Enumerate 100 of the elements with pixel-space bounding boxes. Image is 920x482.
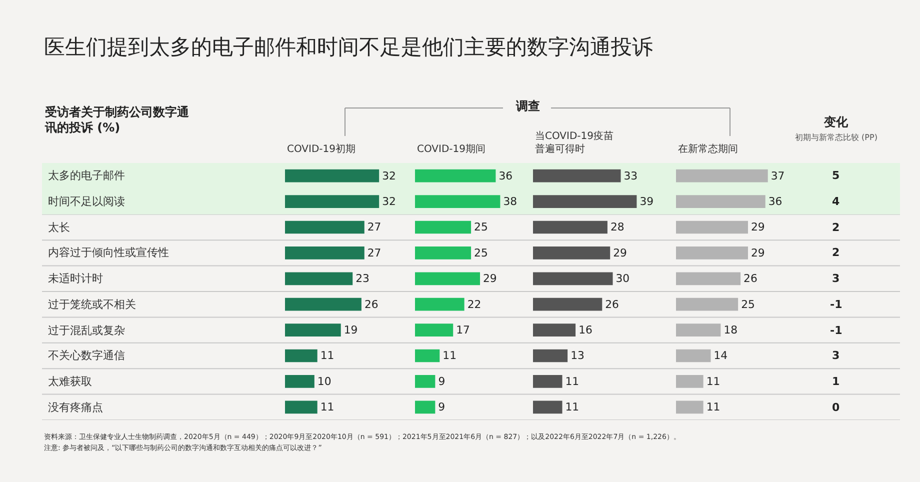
data-label: 30 (616, 272, 630, 286)
bar (533, 246, 610, 260)
bar (533, 220, 608, 234)
y-tick-label: 过于混乱或复杂 (48, 324, 125, 337)
data-label: 5 (832, 169, 840, 182)
bar (533, 195, 637, 208)
data-label: 3 (832, 349, 840, 362)
data-label: 13 (570, 349, 584, 362)
data-label: 29 (613, 246, 628, 260)
data-label: 2 (832, 221, 840, 234)
bar (415, 246, 472, 260)
y-axis-title: 受访者关于制药公司数字通讯的投诉 (%) (44, 105, 190, 135)
data-label: 33 (624, 169, 638, 182)
y-tick-label: 时间不足以阅读 (48, 195, 125, 208)
bar (285, 400, 318, 414)
data-label: 25 (741, 298, 755, 311)
y-tick-label: 过于笼统或不相关 (48, 298, 136, 311)
bar (533, 298, 602, 311)
bar (285, 298, 362, 311)
bar (415, 220, 472, 234)
y-tick-label: 未适时计时 (48, 272, 103, 285)
bar (285, 375, 314, 388)
text: 初期与新常态比较 (PP) (795, 133, 878, 142)
bar (285, 349, 318, 362)
data-label: 11 (442, 349, 456, 362)
data-label: -1 (830, 298, 842, 311)
data-label: 29 (750, 246, 765, 260)
text: 变化 (823, 115, 849, 129)
data-label: 1 (832, 375, 840, 388)
bar (676, 246, 748, 260)
data-label: 14 (714, 349, 728, 362)
bar (415, 169, 496, 182)
bar (415, 349, 440, 362)
bar (533, 272, 613, 286)
bar (533, 349, 568, 362)
chart-title: 医生们提到太多的电子邮件和时间不足是他们主要的数字沟通投诉 (44, 35, 653, 59)
data-label: 9 (438, 400, 446, 414)
data-label: 39 (640, 195, 654, 208)
bar (415, 298, 464, 311)
y-tick-label: 太长 (48, 221, 70, 234)
series-label: COVID-19初期 (287, 143, 356, 155)
bar (676, 169, 768, 182)
data-label: 38 (503, 195, 518, 208)
bar (676, 324, 721, 336)
data-label: 27 (367, 246, 382, 260)
data-label: 28 (610, 220, 624, 234)
y-tick-label: 没有疼痛点 (48, 401, 103, 414)
data-label: 25 (474, 246, 488, 260)
data-label: 4 (832, 195, 840, 208)
y-tick-label: 太难获取 (48, 375, 92, 388)
data-label: 18 (724, 324, 738, 337)
y-tick-label: 不关心数字通信 (48, 349, 125, 362)
bar (285, 246, 364, 260)
bar (415, 272, 480, 286)
bar (533, 324, 576, 336)
bar (415, 324, 454, 336)
data-label: 36 (768, 195, 782, 208)
data-label: 26 (605, 298, 620, 311)
data-label: 0 (832, 401, 840, 414)
data-label: 37 (770, 169, 785, 182)
bar (285, 169, 380, 182)
y-tick-label: 内容过于倾向性或宣传性 (48, 246, 169, 259)
bar (285, 195, 380, 208)
bar (285, 220, 364, 234)
bar (676, 220, 748, 234)
data-label: 3 (832, 272, 840, 285)
data-label: 11 (706, 374, 720, 388)
data-label: 17 (456, 324, 470, 337)
bar (415, 400, 436, 414)
data-label: -1 (830, 324, 842, 337)
data-label: 9 (438, 374, 446, 388)
bar (676, 195, 766, 208)
data-label: 23 (356, 272, 370, 286)
y-tick-label: 太多的电子邮件 (48, 169, 125, 182)
data-label: 32 (382, 195, 396, 208)
data-label: 26 (744, 272, 758, 286)
data-label: 29 (750, 220, 765, 234)
data-label: 29 (483, 272, 497, 286)
bar (533, 375, 562, 388)
data-label: 25 (474, 220, 488, 234)
data-label: 26 (364, 298, 378, 311)
text: 调查 (515, 99, 540, 113)
series-label: 在新常态期间 (678, 143, 738, 155)
data-label: 36 (498, 169, 513, 182)
data-label: 32 (382, 169, 396, 182)
data-label: 16 (578, 324, 592, 337)
data-label: 19 (344, 324, 358, 337)
bar (676, 272, 741, 286)
bar (676, 298, 738, 311)
data-label: 10 (317, 374, 332, 388)
bar (533, 169, 621, 182)
data-label: 11 (320, 349, 334, 362)
data-label: 11 (565, 400, 580, 414)
data-label: 11 (320, 400, 334, 414)
series-label: COVID-19期间 (417, 143, 486, 155)
data-label: 22 (467, 298, 482, 311)
bar (676, 375, 704, 388)
bar (285, 272, 353, 286)
bar (676, 349, 711, 362)
series-label: 当COVID-19疫苗普遍可得时 (535, 130, 614, 155)
